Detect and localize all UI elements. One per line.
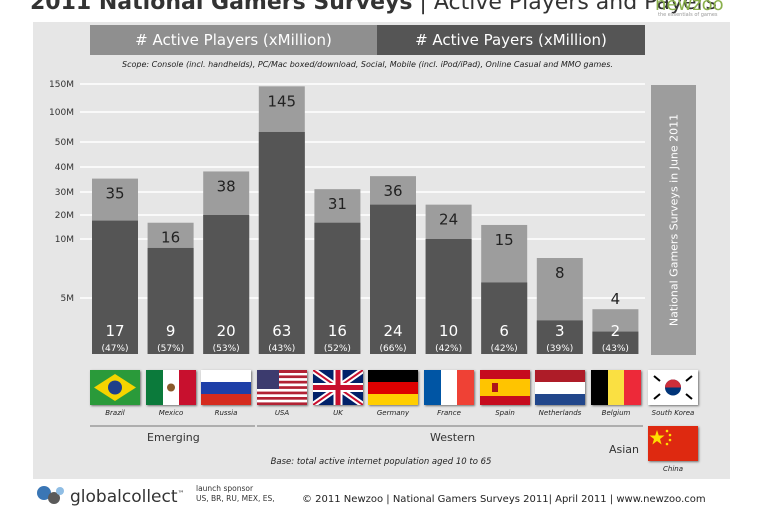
payers-label: 3 <box>555 322 565 340</box>
flag-south-korea <box>648 370 698 405</box>
players-label: 36 <box>383 182 402 200</box>
bar-payers-netherlands <box>536 320 583 354</box>
flag-france <box>424 370 474 405</box>
bar-payers-uk <box>314 222 361 354</box>
newzoo-logo: newzoo <box>655 0 724 15</box>
payers-pct: (43%) <box>602 344 629 354</box>
sponsor-note: launch sponsor US, BR, RU, MEX, ES, <box>196 484 275 503</box>
flag-russia <box>201 370 251 405</box>
payers-label: 17 <box>105 322 124 340</box>
y-tick-label: 30M <box>55 188 74 198</box>
payers-label: 20 <box>217 322 236 340</box>
players-label: 35 <box>105 185 124 203</box>
flag-label: Netherlands <box>538 409 582 417</box>
flag-label: France <box>437 409 461 417</box>
flag-label: Belgium <box>601 409 631 417</box>
y-tick-label: 10M <box>55 235 74 245</box>
payers-label: 9 <box>166 322 176 340</box>
flag-spain <box>480 370 530 405</box>
flag-usa <box>257 370 307 405</box>
payers-pct: (53%) <box>213 344 240 354</box>
flag-belgium <box>591 370 641 405</box>
flag-label: Brazil <box>105 409 125 417</box>
page-title: 2011 National Gamers Surveys | Active Pl… <box>30 0 718 15</box>
players-label: 8 <box>555 264 565 282</box>
flag-label: Germany <box>376 409 410 417</box>
payers-label: 10 <box>439 322 458 340</box>
flag-label: Spain <box>495 409 515 417</box>
players-label: 16 <box>161 229 180 247</box>
flag-uk <box>313 370 363 405</box>
payers-label: 24 <box>383 322 402 340</box>
bar-payers-spain <box>481 282 528 354</box>
bar-payers-brazil <box>92 220 138 354</box>
players-label: 38 <box>217 177 236 195</box>
legend-players: # Active Players (xMillion) <box>90 25 377 55</box>
flag-label: Russia <box>214 409 238 417</box>
survey-sidebar: National Gamers Surveys in June 2011 <box>651 85 696 355</box>
flag-netherlands <box>535 370 585 405</box>
group-asian: Asian <box>609 443 640 456</box>
flag-germany <box>368 370 418 405</box>
y-tick-label: 150M <box>49 80 74 90</box>
group-western: Western <box>430 431 476 444</box>
players-label: 15 <box>495 231 514 249</box>
bar-payers-usa <box>258 131 305 354</box>
payers-label: 2 <box>611 322 621 340</box>
payers-pct: (47%) <box>101 344 128 354</box>
scope-note: Scope: Console (incl. handhelds), PC/Mac… <box>122 60 613 69</box>
flag-label: UK <box>333 409 343 417</box>
y-tick-label: 20M <box>55 211 74 221</box>
payers-pct: (42%) <box>491 344 518 354</box>
players-label: 31 <box>328 195 347 213</box>
y-tick-label: 50M <box>55 138 74 148</box>
bar-payers-russia <box>203 215 250 354</box>
y-tick-label: 5M <box>61 294 75 304</box>
players-label: 24 <box>439 211 458 229</box>
globalcollect-logo: globalcollect™ <box>70 487 185 507</box>
payers-pct: (66%) <box>379 344 406 354</box>
flag-mexico <box>146 370 196 405</box>
legend-payers: # Active Payers (xMillion) <box>377 25 645 55</box>
flag-brazil <box>90 370 140 405</box>
players-label: 4 <box>611 290 621 308</box>
globalcollect-icon <box>37 486 64 504</box>
payers-pct: (52%) <box>324 344 351 354</box>
bar-payers-france <box>425 239 472 354</box>
flag-label: China <box>663 465 683 473</box>
y-tick-label: 40M <box>55 163 74 173</box>
newzoo-tagline: the essentials of games <box>658 12 718 18</box>
payers-label: 16 <box>328 322 347 340</box>
payers-pct: (39%) <box>546 344 573 354</box>
y-tick-label: 100M <box>49 108 74 118</box>
flag-label: Mexico <box>158 409 184 417</box>
payers-pct: (57%) <box>157 344 184 354</box>
flag-label: South Korea <box>651 409 695 417</box>
bar-payers-belgium <box>592 331 639 354</box>
base-note: Base: total active internet population a… <box>270 457 492 467</box>
copyright: © 2011 Newzoo | National Gamers Surveys … <box>302 494 706 505</box>
group-emerging: Emerging <box>147 431 200 444</box>
players-label: 145 <box>267 92 296 110</box>
flag-china <box>648 426 698 461</box>
payers-pct: (42%) <box>435 344 462 354</box>
flag-label: USA <box>274 409 290 417</box>
payers-label: 63 <box>272 322 291 340</box>
payers-label: 6 <box>499 322 509 340</box>
bar-payers-germany <box>370 204 416 354</box>
bar-payers-mexico <box>147 247 194 354</box>
payers-pct: (43%) <box>268 344 295 354</box>
